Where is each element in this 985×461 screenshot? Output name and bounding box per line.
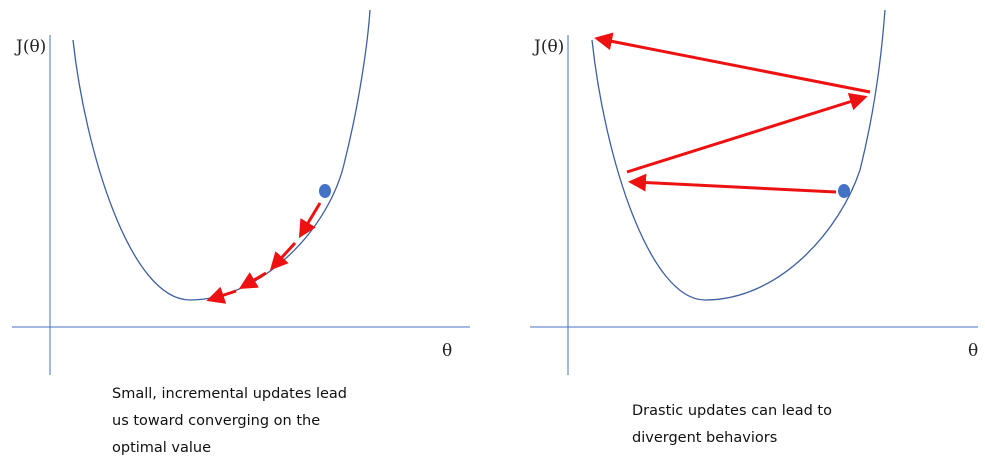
caption-line: divergent behaviors: [632, 430, 777, 446]
caption-line: optimal value: [112, 440, 211, 456]
update-arrow: [628, 173, 837, 194]
caption-line: us toward converging on the: [112, 413, 320, 429]
update-arrow: [238, 271, 267, 290]
right-panel: J(θ) θ Drastic updates can lead to diver…: [530, 9, 978, 446]
left-panel: J(θ) θ Small, incremental updates lead u…: [12, 9, 470, 456]
y-label: J(θ): [532, 37, 564, 57]
update-arrow: [594, 32, 871, 94]
update-arrow: [206, 286, 237, 304]
cost-curve: [72, 9, 371, 301]
start-point: [319, 184, 331, 198]
caption-line: Small, incremental updates lead: [112, 386, 347, 402]
update-arrow: [269, 241, 297, 271]
start-point: [838, 184, 850, 198]
x-label: θ: [442, 341, 452, 361]
update-arrow: [626, 93, 868, 174]
caption-line: Drastic updates can lead to: [632, 403, 832, 419]
y-label: J(θ): [14, 37, 46, 57]
update-arrow: [298, 202, 322, 239]
x-label: θ: [968, 341, 978, 361]
cost-curve: [591, 9, 886, 301]
